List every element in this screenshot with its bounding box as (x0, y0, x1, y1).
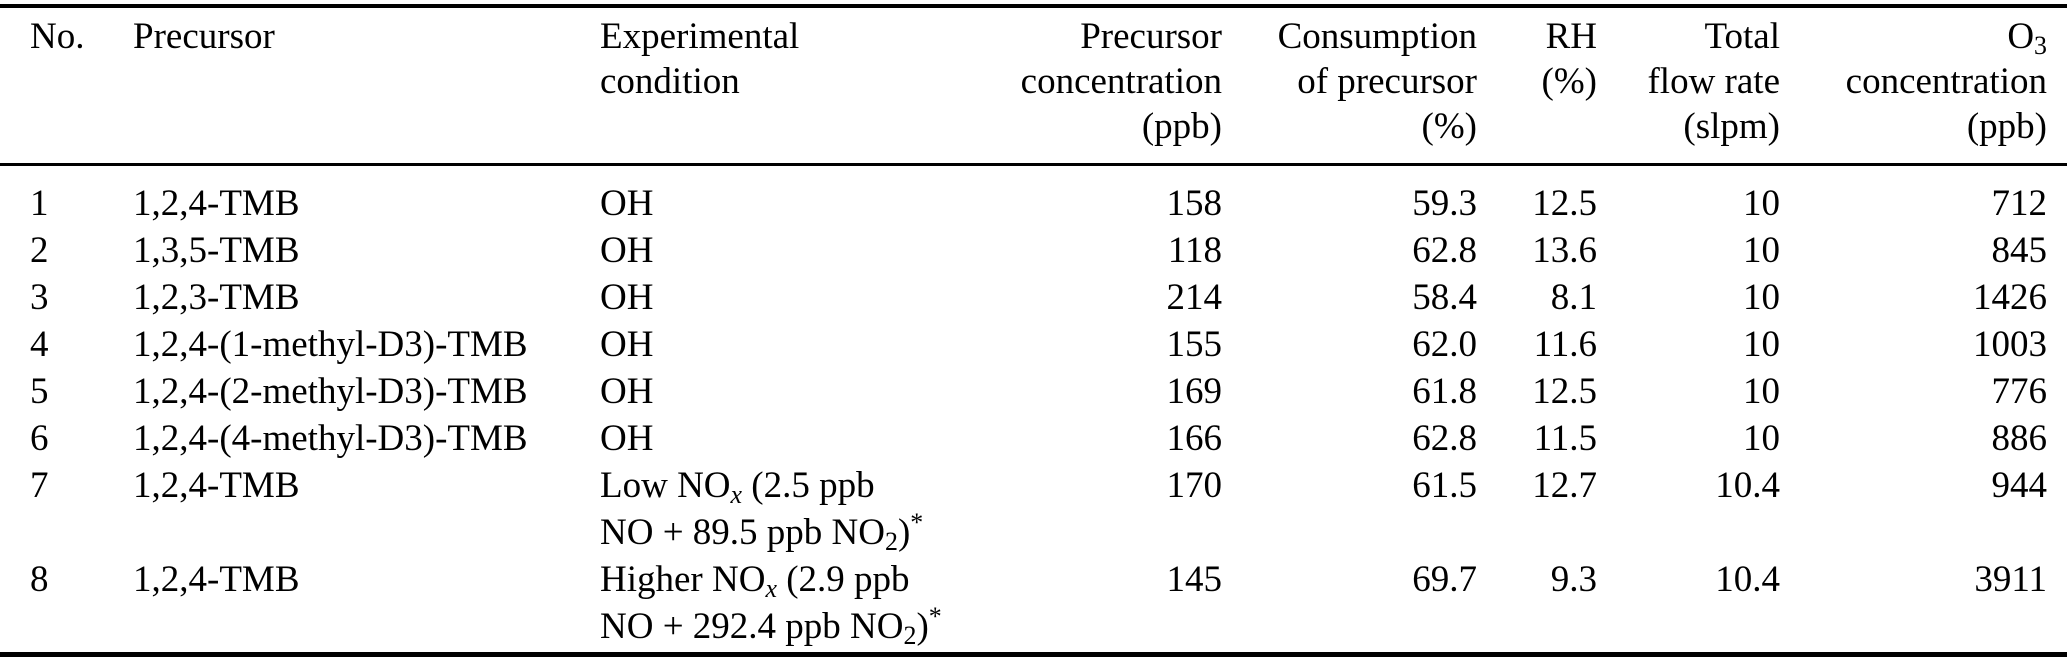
table-row: 8 1,2,4-TMB Higher NOx (2.9 ppb NO + 292.… (0, 556, 2067, 655)
header-total-flow-rate: Total flow rate (slpm) (1647, 16, 1780, 147)
cell-consumption: 58.4 (1412, 277, 1477, 318)
cell-consumption: 61.8 (1412, 371, 1477, 412)
cell-condition: OH (600, 324, 654, 365)
cell-precursor-concentration: 158 (955, 163, 1222, 227)
header-precursor: Precursor (133, 16, 275, 57)
cell-rh: 13.6 (1532, 230, 1597, 271)
cell-condition: Low NOx (2.5 ppb NO + 89.5 ppb NO2)* (600, 465, 924, 556)
cell-consumption: 62.8 (1412, 230, 1477, 271)
cell-condition: OH (600, 163, 955, 227)
cell-o3-concentration: 3911 (1974, 559, 2047, 600)
header-no: No. (30, 16, 85, 57)
header-row: No. Precursor Experimental condition Prec… (0, 6, 2067, 165)
cell-flow-rate: 10 (1743, 371, 1780, 412)
cell-precursor-concentration: 145 (1166, 559, 1223, 600)
header-o3-concentration: O3 concentration (ppb) (1845, 16, 2047, 147)
cell-flow-rate: 10.4 (1715, 465, 1780, 506)
cell-consumption: 62.8 (1412, 418, 1477, 459)
cell-o3-concentration: 1426 (1973, 277, 2047, 318)
cell-precursor-concentration: 170 (1166, 465, 1223, 506)
header-consumption: Consumption of precursor (%) (1277, 16, 1477, 147)
cell-flow-rate: 10 (1597, 163, 1780, 227)
cell-precursor-concentration: 169 (1166, 371, 1223, 412)
table-row: 5 1,2,4-(2-methyl-D3)-TMB OH 169 61.8 12… (0, 368, 2067, 415)
cell-flow-rate: 10 (1743, 418, 1780, 459)
cell-precursor: 1,3,5-TMB (133, 230, 300, 271)
cell-no: 6 (30, 418, 49, 459)
cell-flow-rate: 10.4 (1715, 559, 1780, 600)
cell-consumption: 62.0 (1412, 324, 1477, 365)
table-row: 6 1,2,4-(4-methyl-D3)-TMB OH 166 62.8 11… (0, 415, 2067, 462)
cell-precursor-concentration: 155 (1166, 324, 1223, 365)
table-row: 3 1,2,3-TMB OH 214 58.4 8.1 10 1426 (0, 274, 2067, 321)
cell-condition: OH (600, 230, 654, 271)
table-row: 7 1,2,4-TMB Low NOx (2.5 ppb NO + 89.5 pp… (0, 462, 2067, 556)
cell-rh: 12.5 (1532, 371, 1597, 412)
cell-flow-rate: 10 (1743, 277, 1780, 318)
cell-rh: 12.7 (1532, 465, 1597, 506)
cell-rh: 9.3 (1550, 559, 1597, 600)
cell-no: 1 (0, 163, 133, 227)
cell-precursor: 1,2,4-TMB (133, 465, 300, 506)
table-row: 4 1,2,4-(1-methyl-D3)-TMB OH 155 62.0 11… (0, 321, 2067, 368)
table-row: 2 1,3,5-TMB OH 118 62.8 13.6 10 845 (0, 227, 2067, 274)
cell-rh: 11.6 (1533, 324, 1597, 365)
cell-precursor: 1,2,4-(1-methyl-D3)-TMB (133, 324, 528, 365)
cell-precursor-concentration: 214 (1166, 277, 1223, 318)
cell-precursor: 1,2,4-TMB (133, 163, 600, 227)
cell-flow-rate: 10 (1743, 324, 1780, 365)
cell-o3-concentration: 776 (1991, 371, 2048, 412)
cell-o3-concentration: 944 (1991, 465, 2048, 506)
table-row: 1 1,2,4-TMB OH 158 59.3 12.5 10 712 (0, 163, 2067, 227)
cell-precursor-concentration: 118 (1167, 230, 1222, 271)
cell-condition: Higher NOx (2.9 ppb NO + 292.4 ppb NO2)* (600, 559, 942, 650)
cell-o3-concentration: 1003 (1973, 324, 2047, 365)
cell-o3-concentration: 845 (1991, 230, 2048, 271)
cell-rh: 12.5 (1477, 163, 1597, 227)
cell-no: 8 (30, 559, 49, 600)
cell-consumption: 61.5 (1412, 465, 1477, 506)
cell-precursor: 1,2,4-(2-methyl-D3)-TMB (133, 371, 528, 412)
cell-precursor: 1,2,3-TMB (133, 277, 300, 318)
cell-no: 2 (30, 230, 49, 271)
cell-condition: OH (600, 277, 654, 318)
experiment-conditions-table: No. Precursor Experimental condition Prec… (0, 4, 2067, 657)
cell-consumption: 69.7 (1412, 559, 1477, 600)
cell-condition: OH (600, 418, 654, 459)
header-experimental-condition: Experimental condition (600, 16, 800, 102)
cell-o3-concentration: 886 (1991, 418, 2048, 459)
cell-no: 5 (30, 371, 49, 412)
cell-no: 7 (30, 465, 49, 506)
cell-condition: OH (600, 371, 654, 412)
header-precursor-concentration: Precursor concentration (ppb) (1020, 16, 1222, 147)
cell-o3-concentration: 712 (1780, 163, 2067, 227)
cell-no: 4 (30, 324, 49, 365)
cell-flow-rate: 10 (1743, 230, 1780, 271)
cell-no: 3 (30, 277, 49, 318)
cell-precursor-concentration: 166 (1166, 418, 1223, 459)
header-rh: RH (%) (1541, 16, 1597, 102)
cell-precursor: 1,2,4-(4-methyl-D3)-TMB (133, 418, 528, 459)
cell-rh: 8.1 (1550, 277, 1597, 318)
cell-precursor: 1,2,4-TMB (133, 559, 300, 600)
cell-rh: 11.5 (1533, 418, 1597, 459)
cell-consumption: 59.3 (1222, 163, 1477, 227)
